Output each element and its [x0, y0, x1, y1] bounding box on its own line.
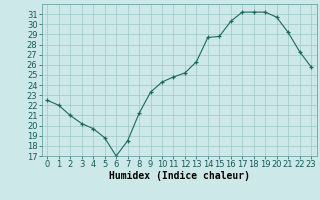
X-axis label: Humidex (Indice chaleur): Humidex (Indice chaleur) [109, 171, 250, 181]
